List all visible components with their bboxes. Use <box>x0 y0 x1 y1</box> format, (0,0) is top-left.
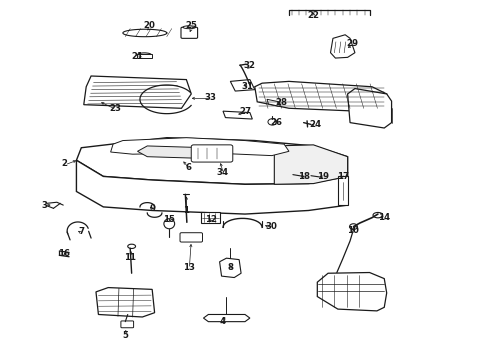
Text: 18: 18 <box>297 172 310 181</box>
Text: 4: 4 <box>220 317 226 326</box>
Text: 25: 25 <box>185 21 197 30</box>
Text: 30: 30 <box>266 222 278 231</box>
Text: 26: 26 <box>271 118 283 127</box>
Circle shape <box>268 119 277 125</box>
Text: 34: 34 <box>217 168 229 177</box>
Text: 6: 6 <box>186 163 192 172</box>
Text: 16: 16 <box>58 249 70 258</box>
Text: 2: 2 <box>61 159 67 168</box>
Text: 23: 23 <box>110 104 122 113</box>
Polygon shape <box>111 138 289 156</box>
Text: 3: 3 <box>42 201 48 210</box>
Ellipse shape <box>373 212 383 218</box>
Polygon shape <box>96 288 155 317</box>
Polygon shape <box>220 258 241 278</box>
Text: 21: 21 <box>131 52 144 61</box>
FancyBboxPatch shape <box>121 321 134 328</box>
Text: 13: 13 <box>183 264 195 273</box>
Text: 20: 20 <box>144 21 156 30</box>
Text: 27: 27 <box>239 107 251 116</box>
Text: 17: 17 <box>337 172 349 181</box>
FancyBboxPatch shape <box>191 145 233 162</box>
Polygon shape <box>255 81 387 112</box>
Text: 5: 5 <box>122 332 128 341</box>
Text: 15: 15 <box>163 215 175 224</box>
Polygon shape <box>318 273 387 311</box>
Polygon shape <box>203 315 250 321</box>
Ellipse shape <box>183 26 196 29</box>
Text: 11: 11 <box>124 253 136 262</box>
FancyBboxPatch shape <box>181 27 197 39</box>
Text: 24: 24 <box>310 120 322 129</box>
Polygon shape <box>267 99 280 107</box>
Polygon shape <box>274 145 347 184</box>
Text: 31: 31 <box>242 82 253 91</box>
Polygon shape <box>338 176 347 205</box>
Text: 33: 33 <box>205 93 217 102</box>
Polygon shape <box>138 146 216 158</box>
Text: 19: 19 <box>317 172 329 181</box>
Polygon shape <box>230 80 255 91</box>
Ellipse shape <box>128 244 136 248</box>
Polygon shape <box>347 89 392 128</box>
Ellipse shape <box>137 53 152 58</box>
Text: 7: 7 <box>78 228 84 237</box>
FancyBboxPatch shape <box>137 54 152 58</box>
Text: 32: 32 <box>244 61 256 70</box>
Text: 9: 9 <box>149 204 155 213</box>
Text: 12: 12 <box>205 215 217 224</box>
Polygon shape <box>223 111 252 119</box>
Text: 1: 1 <box>183 206 189 215</box>
Polygon shape <box>123 29 167 37</box>
Text: 29: 29 <box>346 39 359 48</box>
Text: 22: 22 <box>307 10 319 19</box>
Text: 8: 8 <box>227 264 233 273</box>
Text: 10: 10 <box>346 226 358 235</box>
Polygon shape <box>76 138 347 184</box>
Polygon shape <box>76 160 347 214</box>
Text: 28: 28 <box>276 98 288 107</box>
Polygon shape <box>84 76 191 108</box>
FancyBboxPatch shape <box>201 212 220 223</box>
Text: 14: 14 <box>378 213 391 222</box>
FancyBboxPatch shape <box>180 233 202 242</box>
Circle shape <box>349 224 357 229</box>
Polygon shape <box>331 35 355 58</box>
Ellipse shape <box>164 219 174 229</box>
